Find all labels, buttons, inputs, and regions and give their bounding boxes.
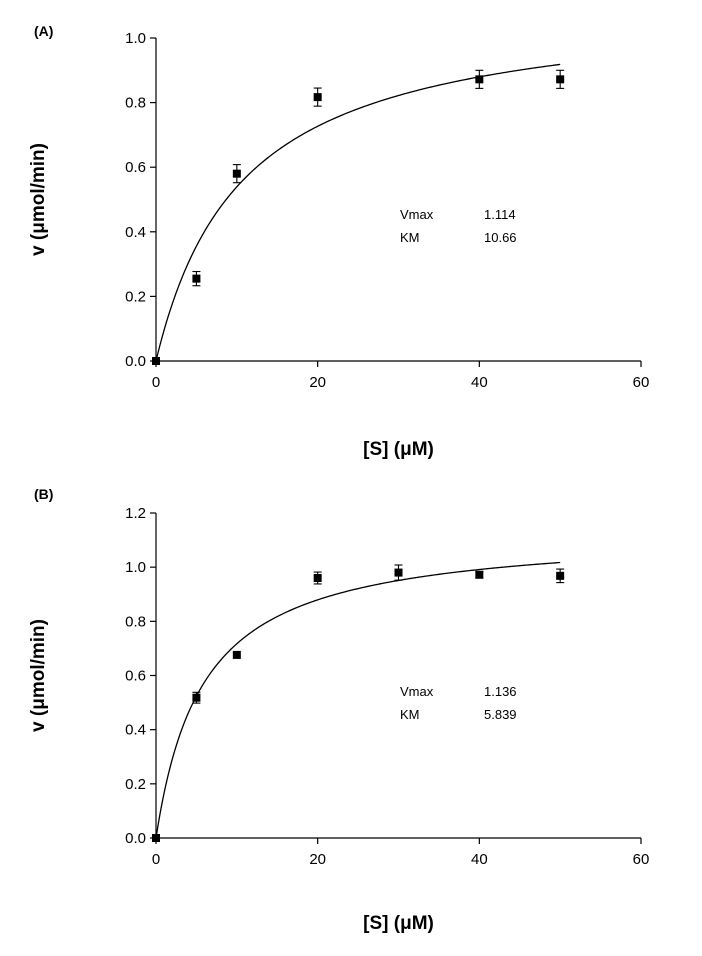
param-value: 1.136 <box>484 684 517 699</box>
x-tick-label: 60 <box>633 851 650 868</box>
y-tick-label: 1.0 <box>125 559 146 576</box>
param-value: 1.114 <box>484 207 516 222</box>
data-point <box>556 571 565 580</box>
data-point <box>152 357 160 365</box>
y-tick-label: 0.4 <box>125 722 146 739</box>
data-point <box>232 169 241 178</box>
data-point <box>192 274 201 283</box>
data-point <box>475 75 484 84</box>
y-tick-label: 0.8 <box>125 613 146 630</box>
data-point <box>394 568 403 577</box>
y-tick-label: 0.4 <box>125 224 146 241</box>
panel-label: (A) <box>34 23 53 39</box>
param-name: Vmax <box>400 207 434 222</box>
data-point <box>152 834 160 842</box>
data-point <box>313 574 322 582</box>
x-tick-label: 0 <box>152 374 160 391</box>
data-point <box>232 650 241 659</box>
y-tick-label: 0.8 <box>125 95 146 112</box>
y-tick-label: 0.2 <box>125 776 146 793</box>
param-name: KM <box>400 230 420 245</box>
fit-curve-line <box>155 561 561 839</box>
x-axis-title: [S] (μM) <box>363 913 434 934</box>
panel-label: (B) <box>34 486 53 502</box>
y-tick-label: 0.2 <box>125 288 146 305</box>
data-point <box>556 75 565 84</box>
x-tick-label: 20 <box>309 851 326 868</box>
x-tick-label: 20 <box>309 374 326 391</box>
data-point <box>313 93 322 102</box>
y-tick-label: 1.0 <box>125 30 146 47</box>
panel-a: (A) 0.0 0.2 0.4 0.6 0.8 1.0 0 20 40 60 [S] (μM) v (μ… <box>28 23 649 460</box>
x-tick-label: 0 <box>152 851 160 868</box>
x-tick-label: 40 <box>471 374 488 391</box>
param-name: KM <box>400 707 420 722</box>
x-axis-title: [S] (μM) <box>363 439 434 460</box>
y-tick-label: 0.0 <box>125 830 146 847</box>
x-tick-label: 40 <box>471 851 488 868</box>
y-tick-label: 0.6 <box>125 159 146 176</box>
x-tick-label: 60 <box>633 374 650 391</box>
panel-b: (B) 0.0 0.2 0.4 0.6 0.8 1.0 1.2 0 20 40 60 [S] (μM) v… <box>28 486 649 934</box>
y-tick-label: 0.0 <box>125 353 146 370</box>
data-point <box>475 570 484 579</box>
fit-curve-line <box>155 63 561 362</box>
y-axis-title: v (μmol/min) <box>28 143 49 256</box>
param-value: 5.839 <box>484 707 517 722</box>
y-tick-label: 1.2 <box>125 505 146 522</box>
y-tick-label: 0.6 <box>125 668 146 685</box>
y-axis-title: v (μmol/min) <box>28 619 49 732</box>
param-name: Vmax <box>400 684 434 699</box>
data-point <box>192 693 201 702</box>
param-value: 10.66 <box>484 230 517 245</box>
